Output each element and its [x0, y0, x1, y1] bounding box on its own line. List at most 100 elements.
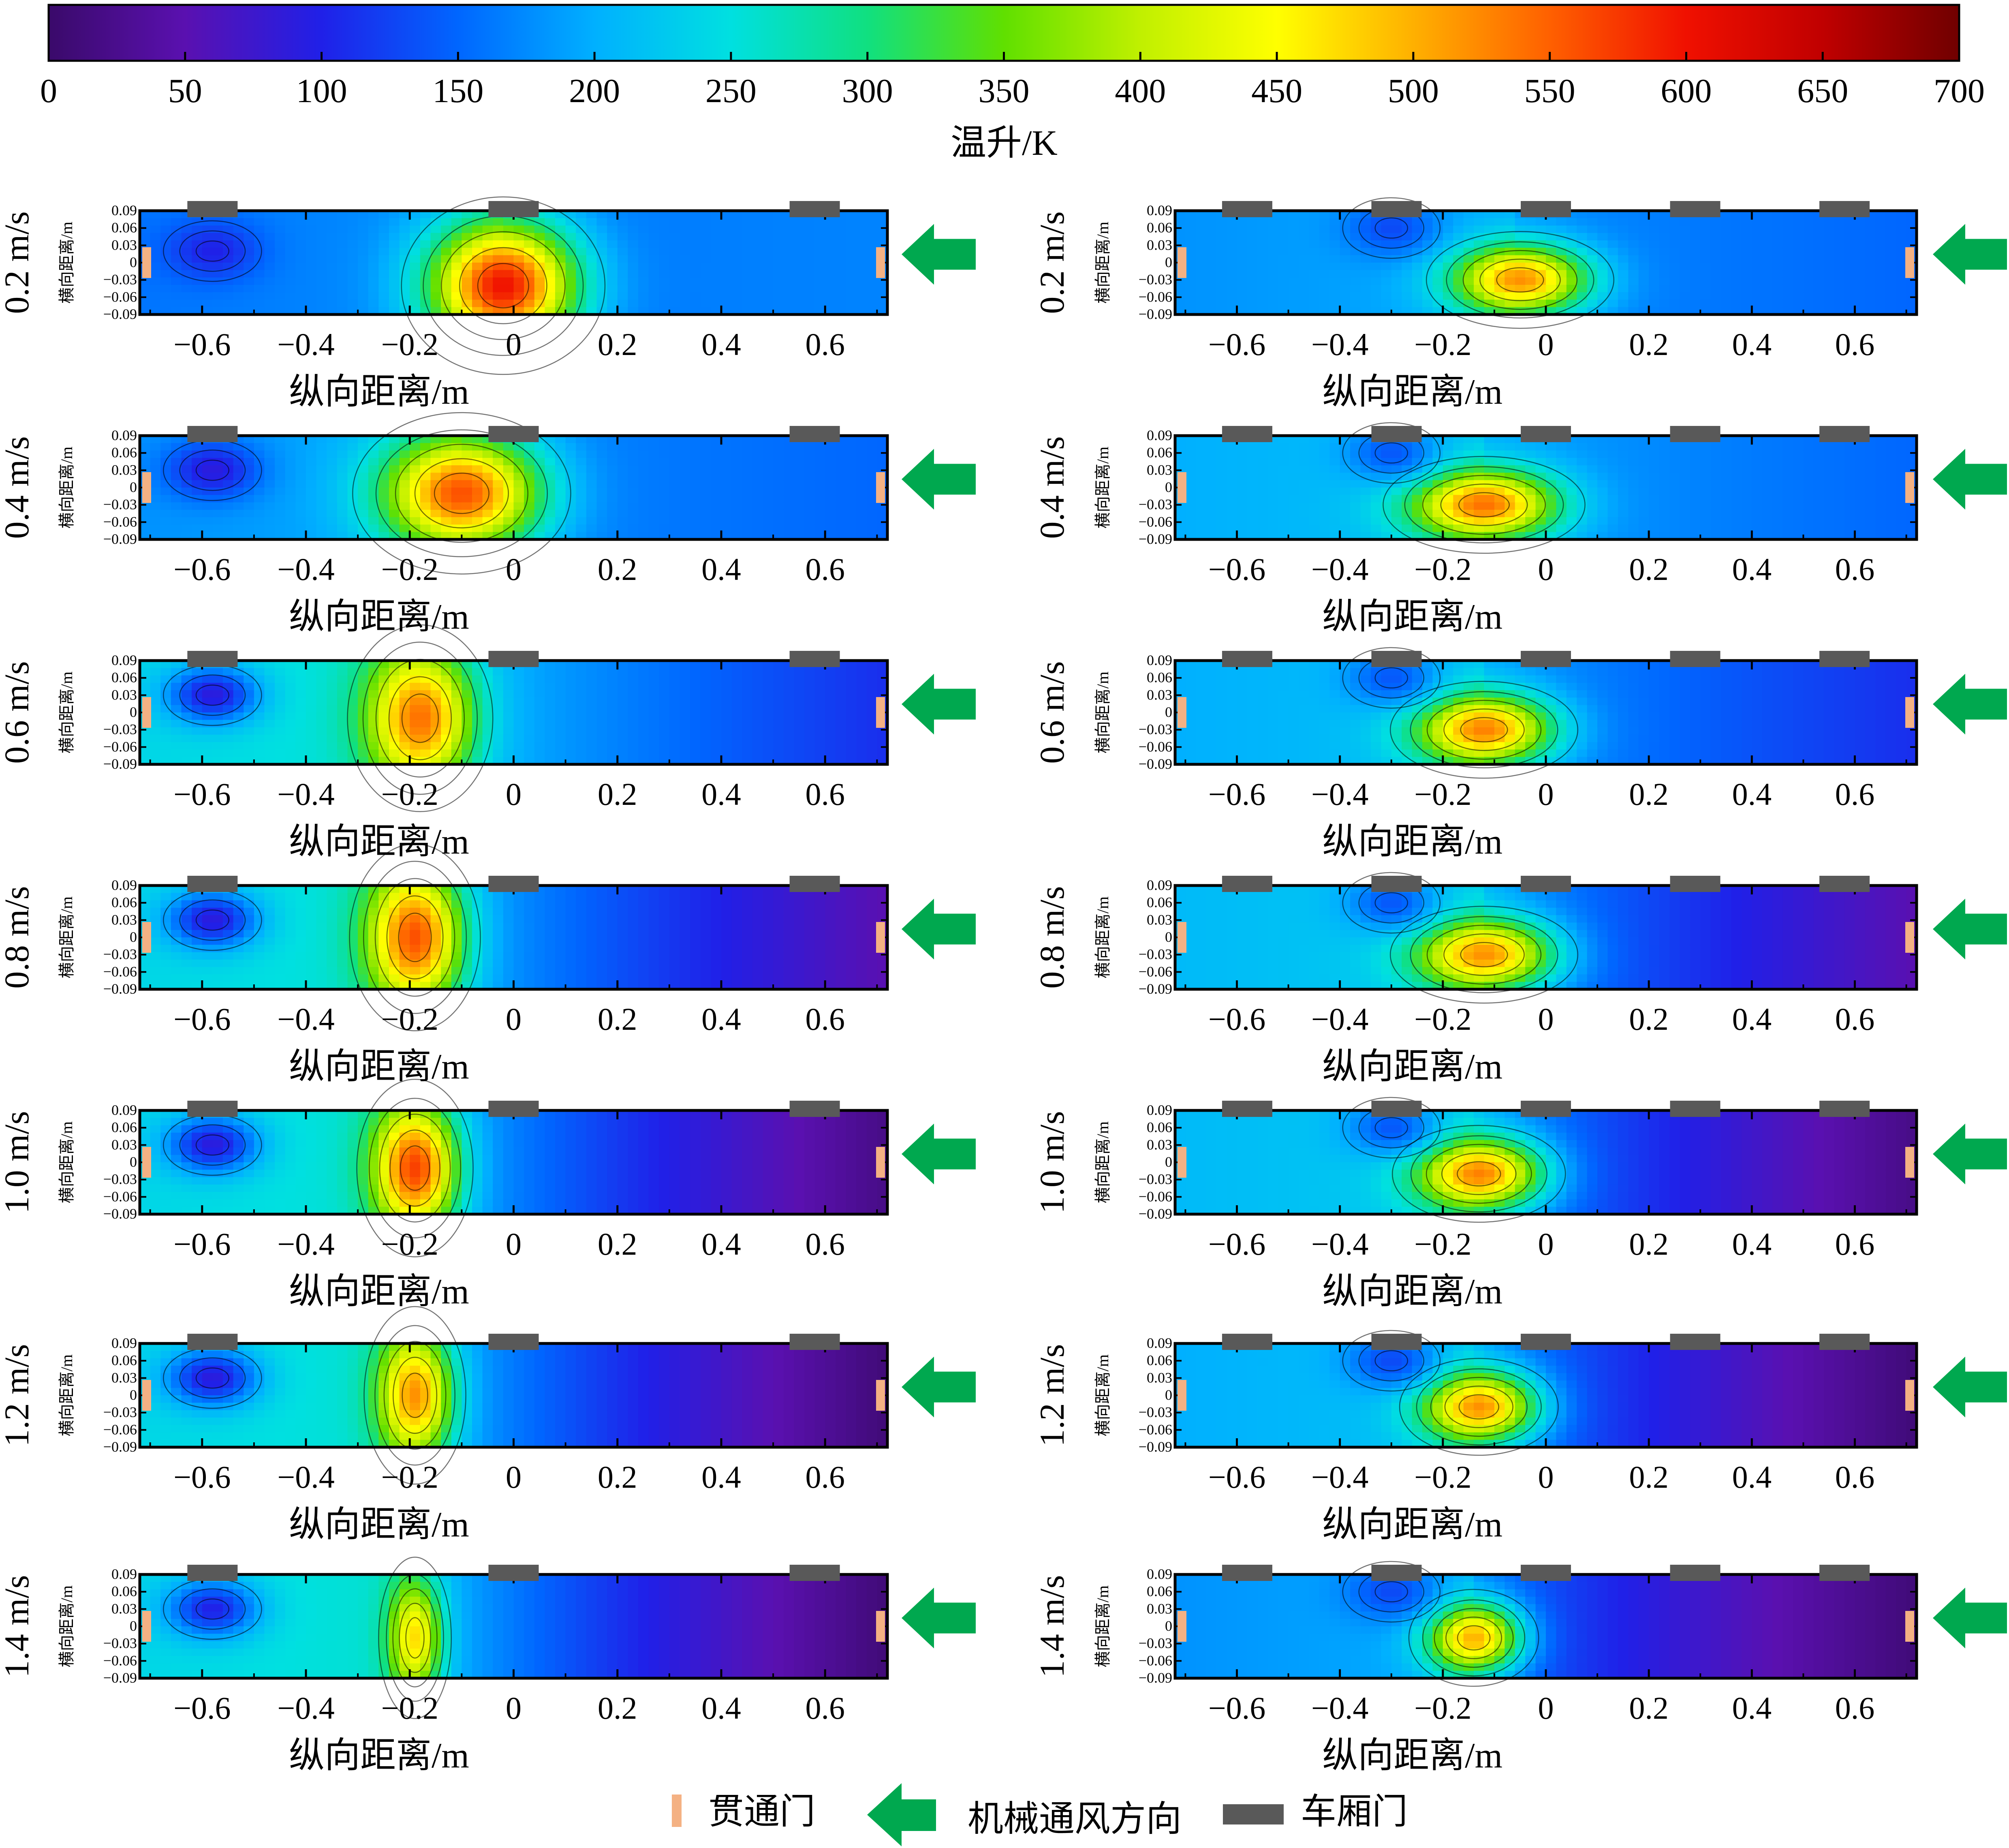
heatmap-cell	[825, 682, 836, 691]
heatmap-cell	[825, 705, 836, 713]
heatmap-cell	[254, 1125, 265, 1133]
heatmap-panels: −0.6 −0.4 −0.2 0 0.2 0.4 0.60.090.060.030−0.03…	[0, 196, 2007, 1775]
heatmap-cell	[742, 443, 753, 451]
heatmap-cell	[503, 1177, 514, 1185]
heatmap-cell	[586, 900, 597, 908]
heatmap-cell	[555, 473, 566, 481]
heatmap-cell	[150, 930, 161, 938]
heatmap-cell	[389, 661, 400, 669]
heatmap-cell	[773, 480, 784, 488]
heatmap-cell	[295, 930, 306, 938]
heatmap-cell	[814, 225, 826, 233]
heatmap-cell	[669, 473, 680, 481]
heatmap-cell	[596, 450, 607, 458]
heatmap-cell	[638, 292, 649, 300]
heatmap-cell	[711, 893, 722, 901]
heatmap-cell	[254, 436, 265, 444]
heatmap-cell	[295, 945, 306, 953]
heatmap-cell	[295, 893, 306, 901]
heatmap-cell	[233, 1155, 244, 1163]
heatmap-cell	[846, 742, 857, 750]
heatmap-cell	[171, 690, 182, 698]
heatmap-cell	[378, 757, 389, 765]
heatmap-cell	[482, 240, 494, 248]
heatmap-cell	[628, 284, 639, 293]
heatmap-cell	[462, 436, 472, 444]
heatmap-cell	[285, 307, 296, 315]
heatmap-cell	[638, 682, 649, 691]
heatmap-cell	[150, 263, 161, 271]
heatmap-cell	[358, 974, 369, 982]
heatmap-cell	[607, 915, 618, 923]
heatmap-cell	[171, 443, 182, 451]
heatmap-cell	[711, 734, 722, 742]
heatmap-cell	[462, 907, 472, 915]
heatmap-cell	[825, 749, 836, 757]
x-tick-label: 0.6	[806, 776, 845, 812]
heatmap-cell	[264, 509, 275, 518]
heatmap-cell	[742, 727, 753, 735]
heatmap-cell	[545, 937, 556, 945]
heatmap-cell	[596, 248, 607, 256]
heatmap-cell	[680, 532, 690, 540]
heatmap-cell	[545, 502, 556, 510]
heatmap-cell	[680, 270, 690, 278]
heatmap-cell	[856, 458, 867, 466]
heatmap-cell	[617, 277, 628, 285]
heatmap-cell	[773, 900, 784, 908]
heatmap-cell	[202, 1206, 213, 1215]
heatmap-cell	[742, 757, 753, 765]
heatmap-cell	[711, 450, 722, 458]
heatmap-cell	[503, 893, 514, 901]
heatmap-cell	[441, 488, 452, 496]
heatmap-cell	[399, 967, 410, 975]
heatmap-cell	[347, 675, 358, 683]
heatmap-cell	[337, 967, 348, 975]
heatmap-cell	[233, 915, 244, 923]
heatmap-cell	[628, 749, 639, 757]
heatmap-cell	[586, 248, 597, 256]
heatmap-cell	[877, 292, 888, 300]
heatmap-cell	[659, 967, 670, 975]
heatmap-cell	[721, 900, 732, 908]
heatmap-cell	[462, 509, 472, 518]
heatmap-cell	[586, 697, 597, 706]
heatmap-cell	[711, 488, 722, 496]
heatmap-cell	[223, 959, 234, 967]
heatmap-cell	[503, 450, 514, 458]
heatmap-cell	[503, 727, 514, 735]
heatmap-cell	[212, 1184, 223, 1192]
heatmap-cell	[846, 930, 857, 938]
heatmap-cell	[545, 945, 556, 953]
heatmap-cell	[171, 255, 182, 263]
heatmap-cell	[140, 450, 151, 458]
heatmap-cell	[368, 697, 379, 706]
heatmap-cell	[347, 705, 358, 713]
heatmap-cell	[711, 982, 722, 990]
heatmap-cell	[773, 248, 784, 256]
heatmap-cell	[721, 742, 732, 750]
heatmap-cell	[451, 697, 462, 706]
heatmap-cell	[804, 517, 815, 525]
heatmap-cell	[316, 1132, 327, 1140]
heatmap-cell	[347, 959, 358, 967]
heatmap-cell	[171, 757, 182, 765]
heatmap-cell	[212, 690, 223, 698]
heatmap-cell	[233, 937, 244, 945]
heatmap-cell	[233, 502, 244, 510]
heatmap-cell	[565, 1140, 577, 1148]
heatmap-cell	[742, 225, 753, 233]
heatmap-cell	[555, 705, 566, 713]
heatmap-cell	[389, 517, 400, 525]
velocity-label: 0.6 m/s	[0, 661, 36, 764]
heatmap-cell	[244, 1170, 254, 1178]
heatmap-cell	[389, 982, 400, 990]
heatmap-cell	[192, 1155, 203, 1163]
x-tick-label: 0	[506, 552, 521, 587]
heatmap-cell	[285, 675, 296, 683]
heatmap-cell	[399, 532, 410, 540]
heatmap-cell	[690, 959, 701, 967]
heatmap-cell	[752, 502, 763, 510]
heatmap-cell	[586, 211, 597, 219]
heatmap-cell	[462, 1177, 472, 1185]
